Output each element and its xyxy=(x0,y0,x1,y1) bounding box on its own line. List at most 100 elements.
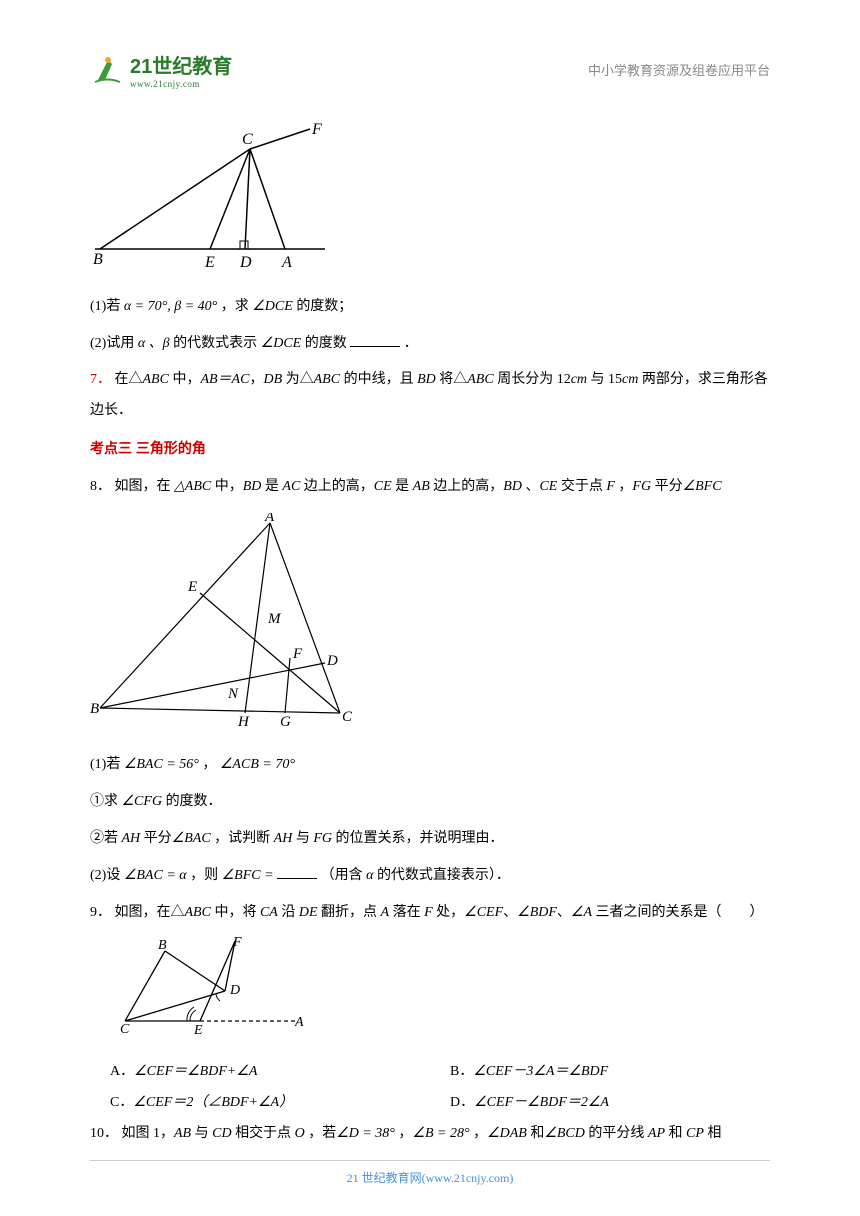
p10-t6: ， xyxy=(473,1126,487,1141)
p8-ac: AC xyxy=(282,479,300,494)
p8-t3: 是 xyxy=(265,479,283,494)
p10-t3: 相交于点 xyxy=(235,1126,295,1141)
p7-abc2: ABC xyxy=(314,372,340,387)
opt-c-text: ∠CEF＝2（∠BDF+∠A） xyxy=(133,1095,293,1110)
p8-t8: 交于点 xyxy=(561,479,603,494)
p9-t8: 、 xyxy=(557,905,571,920)
p8p1-prefix: (1)若 xyxy=(90,757,120,772)
p8-t9: ， xyxy=(618,479,632,494)
svg-text:C: C xyxy=(120,1022,130,1036)
problem-8-sub1: ①求 ∠CFG 的度数． xyxy=(90,787,770,818)
p8s1-end: 的度数． xyxy=(166,794,222,809)
blank-2 xyxy=(277,878,317,879)
p6-2-text: 的代数式表示 xyxy=(173,336,257,351)
p8s2-ah2: AH xyxy=(274,831,293,846)
logo-sub-text: www.21cnjy.com xyxy=(130,79,232,89)
p9-de: DE xyxy=(299,905,318,920)
figure-1: B E D A C F xyxy=(90,119,770,282)
opt-a-label: A． xyxy=(110,1064,134,1079)
p9-a: A xyxy=(381,905,390,920)
p8-bd2: BD xyxy=(503,479,522,494)
p8p2-prefix: (2)设 xyxy=(90,868,120,883)
p8-ab: AB xyxy=(413,479,430,494)
problem-8-part2: (2)设 ∠BAC = α ，则 ∠BFC = （用含 α 的代数式直接表示）． xyxy=(90,861,770,892)
p8-ce2: CE xyxy=(539,479,557,494)
p10-bcd: ∠BCD xyxy=(544,1126,585,1141)
p8-ce: CE xyxy=(374,479,392,494)
svg-text:F: F xyxy=(311,121,322,138)
svg-text:D: D xyxy=(239,254,252,269)
p7-t6: 将△ xyxy=(439,372,467,387)
p8-fg: FG xyxy=(632,479,651,494)
p7-cm2: cm xyxy=(622,372,638,387)
p9-anga: ∠A xyxy=(571,905,592,920)
problem-9: 9． 如图，在△ABC 中，将 CA 沿 DE 翻折，点 A 落在 F 处，∠C… xyxy=(90,898,770,929)
p7-eq1: AB＝AC xyxy=(200,372,249,387)
logo-main-text: 21世纪教育 xyxy=(130,50,232,79)
problem-8-part1: (1)若 ∠BAC = 56° ， ∠ACB = 70° xyxy=(90,750,770,781)
p9-t6: 处， xyxy=(436,905,464,920)
section3-text: 考点三 三角形的角 xyxy=(90,440,206,456)
p10-c1: ∠D = 38° xyxy=(336,1126,395,1141)
p8-num: 8． xyxy=(90,479,111,494)
problem-10: 10． 如图 1，AB 与 CD 相交于点 O ，若∠D = 38° ，∠B =… xyxy=(90,1119,770,1150)
opt-a-text: ∠CEF＝∠BDF+∠A xyxy=(134,1064,257,1079)
p10-ap: AP xyxy=(648,1126,665,1141)
svg-text:F: F xyxy=(292,646,303,662)
p6-2-vars: α 、β xyxy=(138,336,170,351)
p7-t4: 为△ xyxy=(286,372,314,387)
p7-abc3: ABC xyxy=(467,372,493,387)
logo-icon xyxy=(90,52,125,87)
p6-1-angle: ∠DCE xyxy=(252,299,293,314)
svg-text:G: G xyxy=(280,714,291,728)
p9-t5: 落在 xyxy=(393,905,425,920)
p8p1-c2: ∠ACB = 70° xyxy=(220,757,295,772)
p10-ab: AB xyxy=(174,1126,191,1141)
p10-dab: ∠DAB xyxy=(487,1126,527,1141)
svg-text:A: A xyxy=(264,513,275,525)
p9-bdf: ∠BDF xyxy=(517,905,557,920)
svg-text:C: C xyxy=(242,131,253,148)
p7-t7: 周长分为 12 xyxy=(494,372,571,387)
figure-3: B C E A D F xyxy=(120,936,770,1049)
p8-t2: 中， xyxy=(215,479,243,494)
p8s2-m1: 平分 xyxy=(144,831,172,846)
svg-text:M: M xyxy=(267,611,282,627)
p6-2-end: ． xyxy=(404,336,418,351)
p7-bd: BD xyxy=(417,372,436,387)
p7-t1: 在△ xyxy=(115,372,143,387)
p8p2-bfc: ∠BFC = xyxy=(222,868,277,883)
opt-c-label: C． xyxy=(110,1095,133,1110)
p8-t5: 是 xyxy=(395,479,413,494)
svg-text:A: A xyxy=(294,1015,304,1030)
svg-text:N: N xyxy=(227,686,239,702)
p10-t1: 如图 1， xyxy=(122,1126,175,1141)
svg-text:B: B xyxy=(90,701,99,717)
p8-t7: 、 xyxy=(525,479,539,494)
svg-text:A: A xyxy=(281,254,292,269)
p10-t7: 和 xyxy=(530,1126,544,1141)
page-footer: 21 世纪教育网(www.21cnjy.com) xyxy=(90,1160,770,1186)
p10-o: O xyxy=(295,1126,305,1141)
p6-1-suffix: 的度数； xyxy=(296,299,352,314)
opt-b-text: ∠CEF－3∠A＝∠BDF xyxy=(473,1064,608,1079)
p8p2-end: 的代数式直接表示）． xyxy=(377,868,510,883)
p9-t9: 三者之间的关系是（ ） xyxy=(596,905,764,920)
p7-abc1: ABC xyxy=(143,372,169,387)
p9-cef: ∠CEF xyxy=(464,905,503,920)
svg-text:B: B xyxy=(93,251,103,268)
p9-t7: 、 xyxy=(503,905,517,920)
option-c: C．∠CEF＝2（∠BDF+∠A） xyxy=(90,1088,430,1119)
svg-text:E: E xyxy=(187,579,197,595)
p6-1-prefix: (1)若 xyxy=(90,299,120,314)
p8-f: F xyxy=(603,479,619,494)
p8s2-ah: AH xyxy=(122,831,141,846)
footer-text: 21 世纪教育网(www.21cnjy.com) xyxy=(347,1171,514,1185)
svg-text:E: E xyxy=(204,254,215,269)
p8-t10: 平分 xyxy=(655,479,683,494)
p10-t4: ，若 xyxy=(308,1126,336,1141)
p7-t8: 与 15 xyxy=(591,372,623,387)
p10-cp: CP xyxy=(686,1126,704,1141)
p8s2-fg: FG xyxy=(313,831,332,846)
p6-2-suffix: 的度数 xyxy=(305,336,347,351)
